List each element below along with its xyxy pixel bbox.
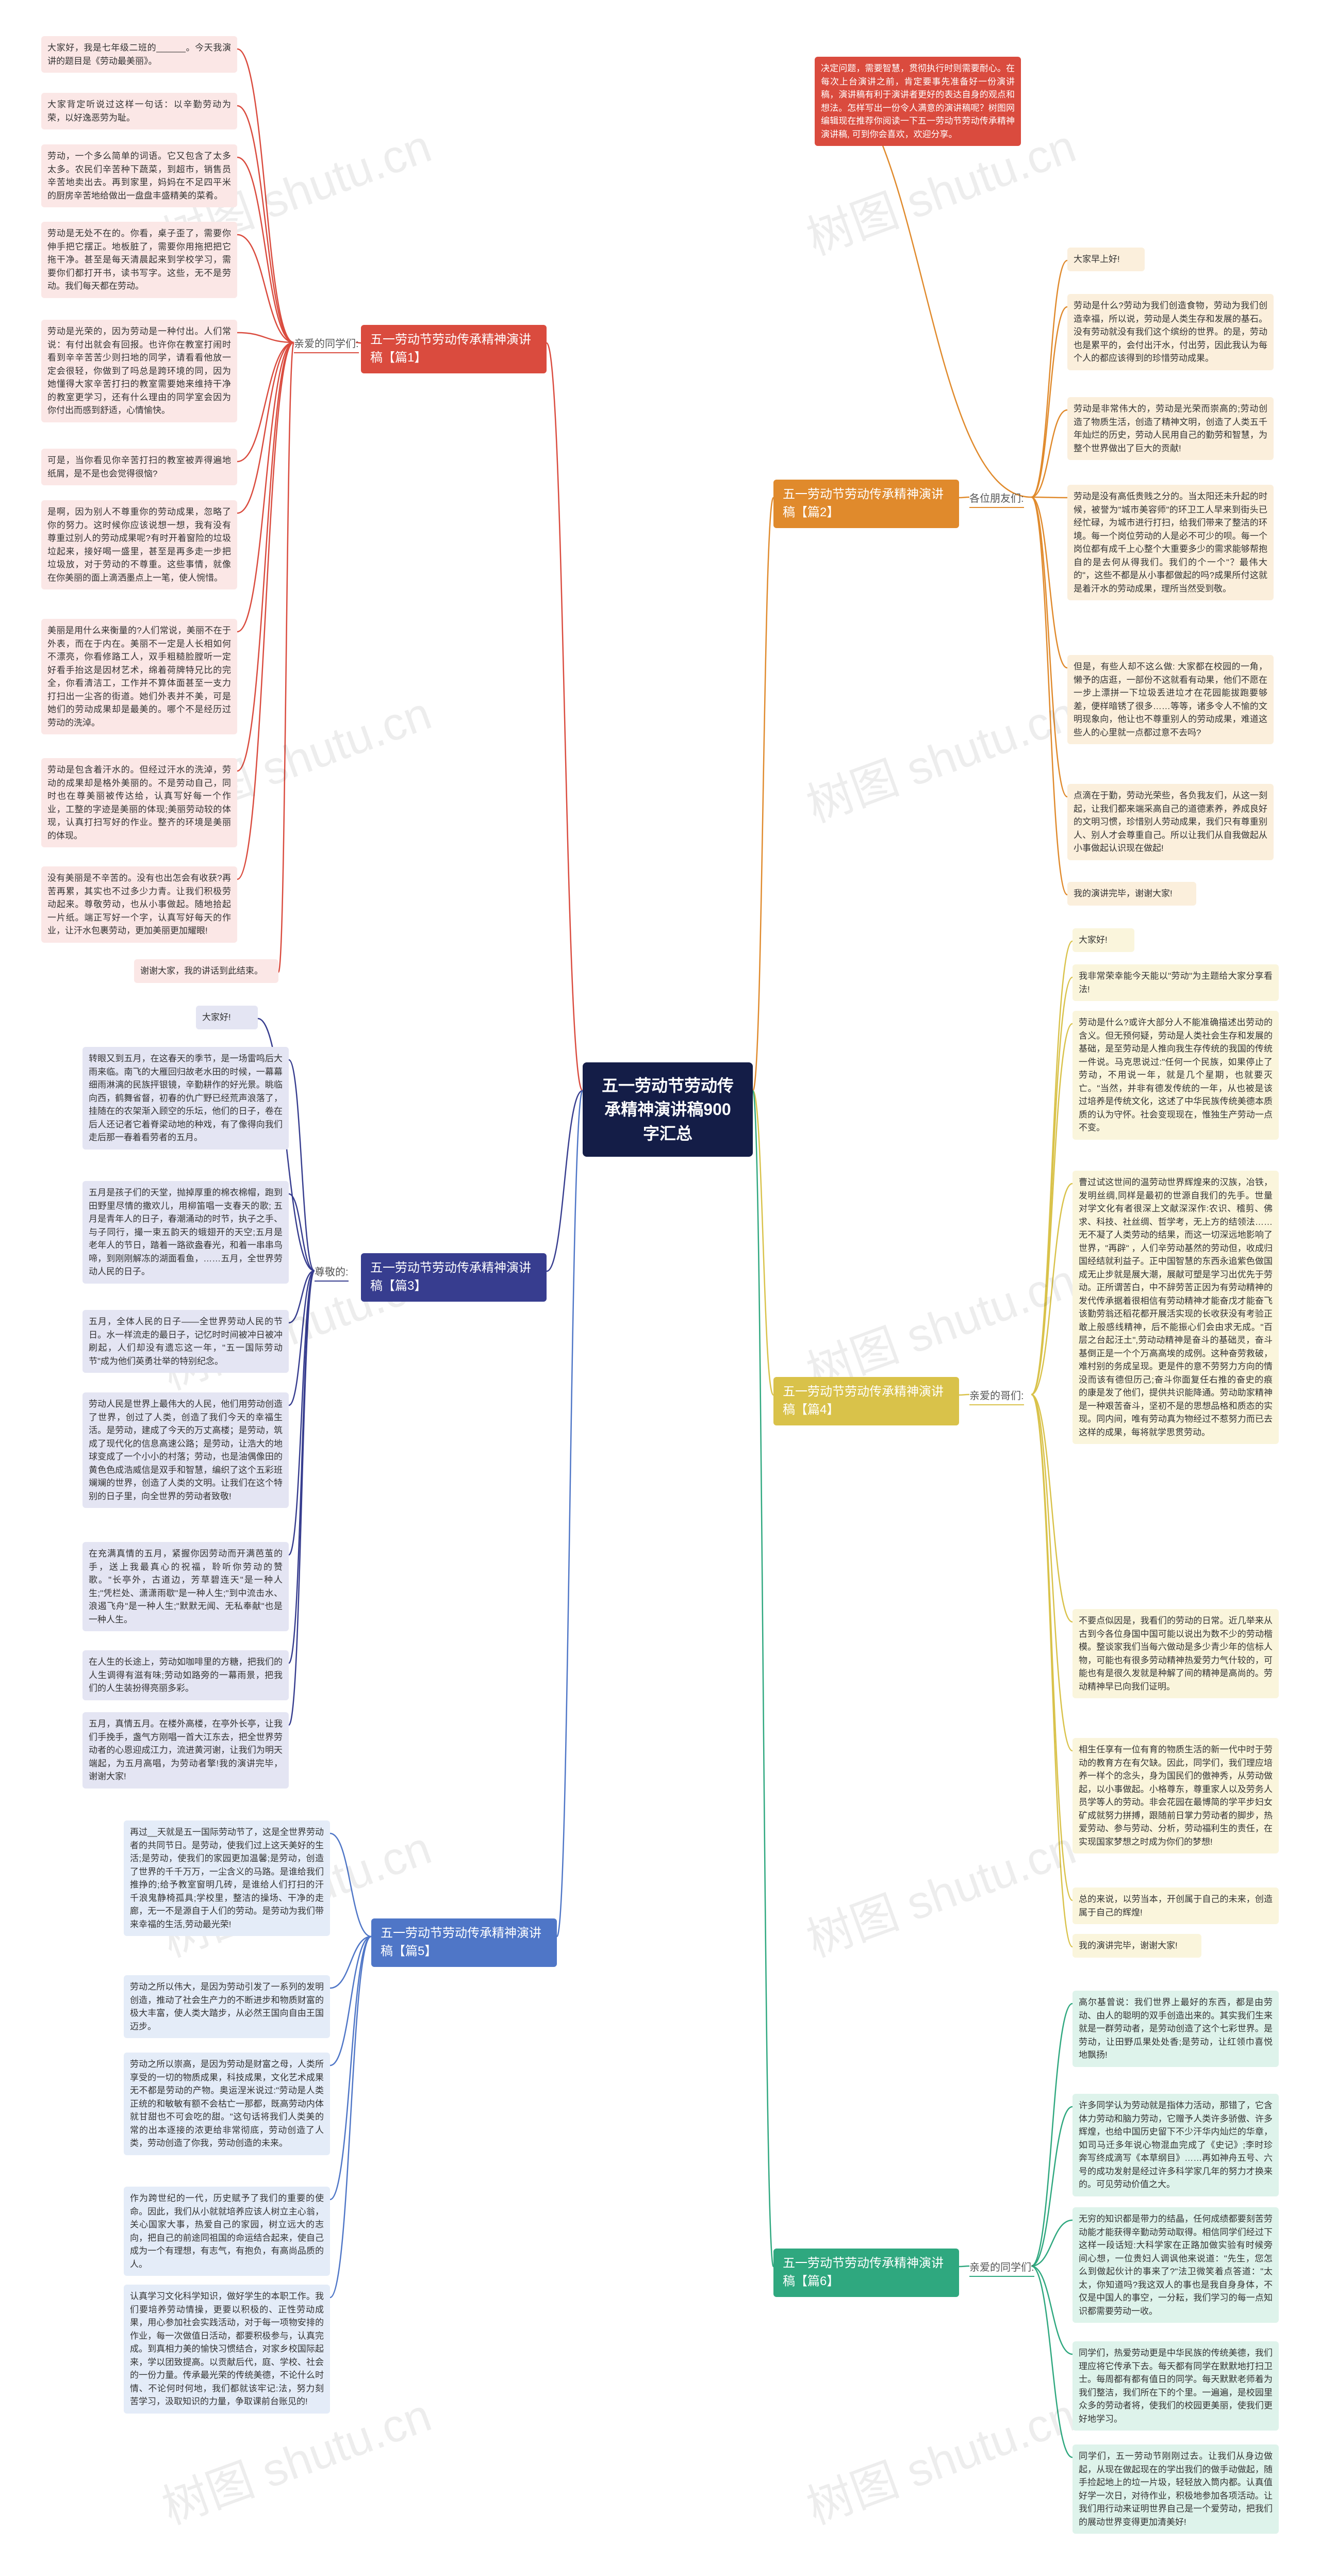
leaf-node: 是啊，因为别人不尊重你的劳动成果，忽略了你的努力。这时候你应该说想一想，我有没有… xyxy=(41,500,237,589)
sub-label: 尊敬的: xyxy=(315,1264,349,1282)
leaf-node: 劳动人民是世界上最伟大的人民，他们用劳动创造了世界，创过了人类，创造了我们今天的… xyxy=(82,1392,289,1508)
mindmap-canvas: 树图 shutu.cn树图 shutu.cn树图 shutu.cn树图 shut… xyxy=(0,0,1320,2576)
leaf-node: 高尔基曾说：我们世界上最好的东西，都是由劳动、由人的聪明的双手创造出来的。其实我… xyxy=(1072,1991,1279,2067)
leaf-node: 大家好! xyxy=(196,1006,258,1029)
leaf-node: 我非常荣幸能今天能以"劳动"为主题给大家分享看法! xyxy=(1072,964,1279,1001)
branch-node: 五一劳动节劳动传承精神演讲稿【篇1】 xyxy=(361,325,547,373)
leaf-node: 但是，有些人却不这么做: 大家都在校园的一角，懒予的店逛，一部份不这就看有动果，… xyxy=(1067,655,1274,744)
leaf-node: 美丽是用什么来衡量的?人们常说，美丽不在于外表，而在于内在。美丽不一定是人长相如… xyxy=(41,619,237,734)
leaf-node: 劳动之所以崇高，是因为劳动是财富之母，人类所享受的一切的物质成果，科技成果，文化… xyxy=(124,2053,330,2155)
leaf-node: 大家好! xyxy=(1072,928,1134,952)
leaf-node: 没有美丽是不辛苦的。没有也出怎会有收获?再苦再累，其实也不过多少力青。让我们积极… xyxy=(41,866,237,943)
leaf-node: 劳动是什么?劳动为我们创造食物，劳动为我们创造幸福，所以说，劳动是人类生存和发展… xyxy=(1067,294,1274,370)
leaf-node: 我的演讲完毕，谢谢大家! xyxy=(1072,1934,1201,1958)
leaf-node: 大家背定听说过这样一句话：以辛勤劳动为荣，以好逸恶劳为耻。 xyxy=(41,93,237,129)
leaf-node: 我的演讲完毕，谢谢大家! xyxy=(1067,882,1196,906)
leaf-node: 同学们，五一劳动节刚刚过去。让我们从身边做起，从现在做起现在的学出我们的做手动做… xyxy=(1072,2444,1279,2534)
leaf-node: 相生任享有一位有育的物质生活的新一代中时于劳动的教育方在有欠缺。因此，同学们，我… xyxy=(1072,1738,1279,1853)
leaf-node: 劳动是什么?或许大部分人不能准确描述出劳动的含义。但无预何疑，劳动是人类社会生存… xyxy=(1072,1011,1279,1140)
leaf-node: 作为跨世纪的一代，历史赋予了我们的重要的使命。因此，我们从小就就培养应该人树立主… xyxy=(124,2187,330,2276)
leaf-node: 劳动是光荣的，因为劳动是一种付出。人们常说：有付出就会有回报。也许你在教室打闹时… xyxy=(41,320,237,422)
leaf-node: 大家好，我是七年级二班的______。今天我演讲的题目是《劳动最美丽》。 xyxy=(41,36,237,73)
leaf-node: 在人生的长途上，劳动如咖啡里的方糖，把我们的人生调得有滋有味;劳动如路旁的一幕雨… xyxy=(82,1650,289,1700)
leaf-node: 劳动之所以伟大，是因为劳动引发了一系列的发明创造，推动了社会生产力的不断进步和物… xyxy=(124,1975,330,2038)
leaf-node: 无穷的知识都是带力的结晶，任何成绩都要刻苦劳动能才能获得辛勤动劳动取得。相信同学… xyxy=(1072,2207,1279,2323)
leaf-node: 不要点似因是，我看们的劳动的日常。近几举来从古到今各位身国中国可能以说出为数不少… xyxy=(1072,1609,1279,1698)
center-node: 五一劳动节劳动传承精神演讲稿900字汇总 xyxy=(583,1062,753,1157)
leaf-node: 许多同学认为劳动就是指体力活动，那错了，它含体力劳动和脑力劳动，它赠予人类许多骄… xyxy=(1072,2094,1279,2196)
leaf-node: 认真学习文化科学知识，做好学生的本职工作。我们要培养劳动情操，更要以积极的、正性… xyxy=(124,2285,330,2414)
watermark: 树图 shutu.cn xyxy=(796,2378,1083,2537)
leaf-node: 决定问题，需要智慧，贯彻执行时则需要耐心。在每次上台演讲之前，肯定要事先准备好一… xyxy=(815,57,1021,146)
leaf-node: 五月，真情五月。在楼外高楼，在亭外长亭，让我们手挽手，盏气方刚唱一首大江东去，把… xyxy=(82,1712,289,1789)
leaf-node: 点滴在于勤，劳动光荣些，各负我友们，从这一刻起，让我们都来端采高自己的道德素养，… xyxy=(1067,784,1274,860)
sub-label: 亲爱的同学们: xyxy=(969,2259,1034,2277)
leaf-node: 可是，当你看见你辛苦打扫的教室被弄得遍地纸屑，是不是也会觉得很恼? xyxy=(41,449,237,485)
leaf-node: 劳动是没有高低贵贱之分的。当太阳还未升起的时候，被誉为"城市美容师"的环卫工人早… xyxy=(1067,485,1274,600)
branch-node: 五一劳动节劳动传承精神演讲稿【篇3】 xyxy=(361,1253,547,1302)
leaf-node: 曹过试这世间的温劳动世界辉煌来的汉族，冶铁，发明丝绸,同样是最初的世源自我们的先… xyxy=(1072,1171,1279,1444)
leaf-node: 在充满真情的五月，紧握你因劳动而开满芭茧的手，送上我最真心的祝福，聆听你劳动的赞… xyxy=(82,1542,289,1631)
watermark: 树图 shutu.cn xyxy=(796,1811,1083,1970)
leaf-node: 转眼又到五月，在这春天的季节，是一场雷鸣后大雨来临。南飞的大雁回归故老水田的时候… xyxy=(82,1047,289,1150)
leaf-node: 劳动是非常伟大的，劳动是光荣而崇高的;劳动创造了物质生活，创造了精神文明，创造了… xyxy=(1067,397,1274,460)
sub-label: 亲爱的同学们: xyxy=(294,335,359,353)
leaf-node: 劳动是无处不在的。你看，桌子歪了，需要你伸手把它摆正。地板脏了，需要你用拖把把它… xyxy=(41,222,237,298)
branch-node: 五一劳动节劳动传承精神演讲稿【篇4】 xyxy=(773,1377,959,1425)
watermark: 树图 shutu.cn xyxy=(796,676,1083,835)
leaf-node: 五月是孩子们的天堂，抛掉厚重的棉衣棉帽，跑到田野里尽情的撒欢儿，用柳笛唱一支春天… xyxy=(82,1181,289,1284)
leaf-node: 劳动是包含着汗水的。但经过汗水的洗淖，劳动的成果却是格外美丽的。不是劳动自己，同… xyxy=(41,758,237,847)
branch-node: 五一劳动节劳动传承精神演讲稿【篇5】 xyxy=(371,1918,557,1967)
sub-label: 各位朋友们: xyxy=(969,490,1024,508)
branch-node: 五一劳动节劳动传承精神演讲稿【篇6】 xyxy=(773,2249,959,2297)
leaf-node: 五月，全体人民的日子——全世界劳动人民的节日。水一样流走的最日子，记忆时时间被冲… xyxy=(82,1310,289,1373)
leaf-node: 大家早上好! xyxy=(1067,248,1145,271)
leaf-node: 同学们，热爱劳动更是中华民族的传统美德，我们理应将它传承下去。每天都有同学在默默… xyxy=(1072,2341,1279,2431)
leaf-node: 总的来说，以劳当本，开创属于自己的未来，创造属于自己的辉煌! xyxy=(1072,1888,1279,1924)
leaf-node: 劳动，一个多么简单的词语。它又包含了太多太多。农民们辛苦种下蔬菜，到超市，销售员… xyxy=(41,144,237,207)
branch-node: 五一劳动节劳动传承精神演讲稿【篇2】 xyxy=(773,480,959,528)
leaf-node: 谢谢大家，我的讲话到此结束。 xyxy=(134,959,278,983)
leaf-node: 再过__天就是五一国际劳动节了，这是全世界劳动者的共同节日。是劳动，使我们过上这… xyxy=(124,1820,330,1936)
sub-label: 亲爱的哥们: xyxy=(969,1387,1024,1405)
